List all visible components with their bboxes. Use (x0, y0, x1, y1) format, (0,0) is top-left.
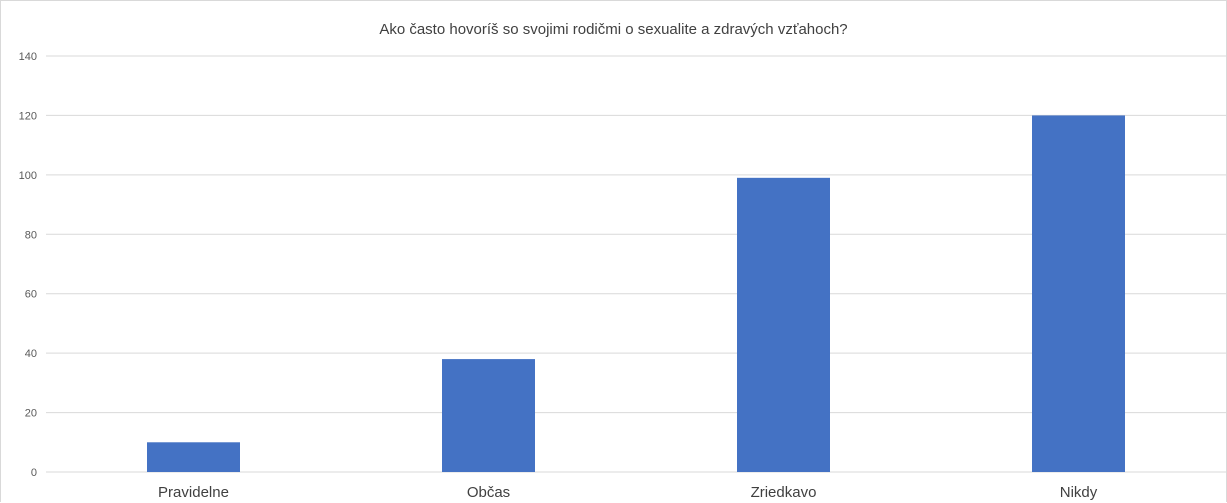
y-tick-label: 0 (31, 467, 37, 479)
bar-2 (442, 359, 535, 472)
x-category-label: Občas (467, 484, 510, 501)
bar-4 (1032, 115, 1125, 472)
x-category-label: Pravidelne (158, 484, 229, 501)
y-tick-label: 80 (25, 229, 37, 241)
y-tick-label: 140 (19, 51, 37, 63)
y-tick-label: 100 (19, 170, 37, 182)
chart-title: Ako často hovoríš so svojimi rodičmi o s… (379, 21, 848, 38)
x-category-label: Nikdy (1060, 484, 1098, 501)
y-tick-label: 60 (25, 289, 37, 301)
y-tick-label: 20 (25, 408, 37, 420)
x-category-label: Zriedkavo (751, 484, 817, 501)
bar-1 (147, 442, 240, 472)
y-tick-label: 120 (19, 110, 37, 122)
bar-3 (737, 177, 830, 473)
y-tick-label: 40 (25, 348, 37, 360)
